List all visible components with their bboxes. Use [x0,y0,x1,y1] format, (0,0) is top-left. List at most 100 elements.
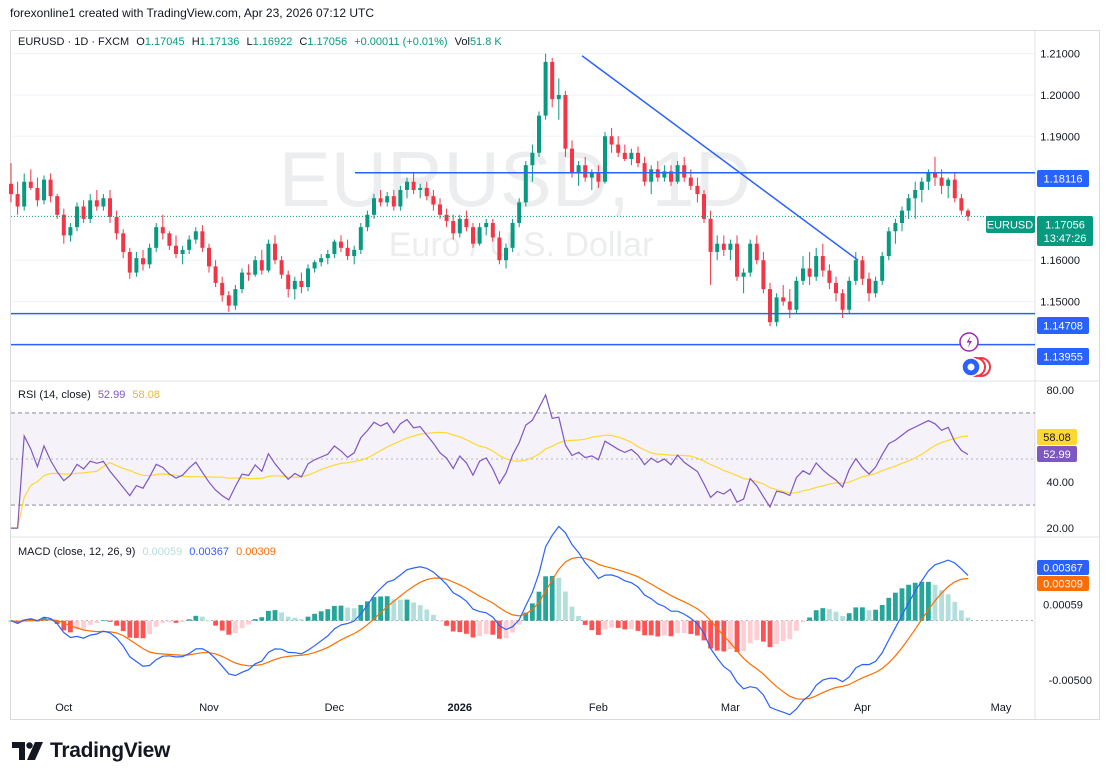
candle-body [332,241,337,255]
macd-histogram-bar [358,604,364,621]
candle-body [484,223,489,228]
candle-body [761,260,766,290]
macd-label[interactable]: MACD (close, 12, 26, 9) [18,546,136,558]
candle-body [636,152,640,164]
candle-body [504,247,508,261]
macd-histogram-bar [873,609,878,621]
macd-histogram-bar [523,612,529,621]
macd-histogram-bar [820,608,826,621]
macd-histogram-bar [101,620,106,622]
macd-histogram-bar [945,594,951,621]
candle-body [352,249,357,257]
macd-histogram-bar [338,605,344,621]
candle-body [127,251,132,273]
candle-body [114,216,119,234]
macd-histogram-bar [193,615,199,621]
candle-body [385,196,390,203]
macd-histogram-bar [879,604,885,621]
macd-histogram-bar [734,620,740,652]
candle-body [68,227,73,236]
candle-body [906,198,911,211]
candle-body [748,243,753,273]
drawings[interactable] [11,55,1035,346]
macd-histogram-bar [899,588,905,621]
watermark-name: Euro / U.S. Dollar [389,226,654,264]
current-symbol-label: EURUSD [987,220,1034,232]
macd-histogram-bar [61,620,67,631]
macd-histogram-bar [160,620,166,623]
macd-histogram-bar [952,601,958,621]
macd-tick-label: -0.00500 [1049,675,1092,687]
candle-body [411,181,416,190]
candle-body [108,198,112,217]
macd-histogram-bar [622,620,628,630]
time-tick-label: 2026 [448,702,472,714]
macd-histogram-bar [365,601,370,621]
rsi-label[interactable]: RSI (14, close) [18,389,91,401]
candle-body [61,214,66,236]
macd-histogram-bar [173,620,179,623]
macd-histogram-bar [774,620,779,645]
candle-body [273,243,277,261]
event-markers[interactable] [959,332,991,377]
macd-histogram-bar [741,620,746,652]
axis-tags: 1.18116 EURUSD 1.17056 13:47:26 1.14708 … [986,170,1093,612]
candle-body [42,179,46,201]
macd-histogram-bar [827,609,832,621]
macd-signal-tag-value: 0.00309 [1043,579,1083,591]
bar-countdown: 13:47:26 [1044,233,1087,245]
candle-body [616,144,621,153]
candle-body [233,289,238,306]
candle-body [220,282,225,296]
level-mid-tag: 1.14708 [1037,317,1089,334]
price-tick-label: 1.20000 [1040,90,1080,102]
candle-body [781,297,786,302]
macd-histogram-bar [530,603,535,621]
macd-histogram-bar [714,620,720,651]
macd-histogram-bar [345,607,350,621]
candle-body [715,243,720,252]
time-tick-label: Apr [854,702,871,714]
macd-histogram-bar [431,614,436,621]
macd-histogram-bar [266,610,271,621]
candle-body [444,214,449,221]
candle-body [834,282,838,294]
macd-histogram-bar [424,609,430,621]
candle-body [919,181,924,190]
macd-histogram-bar [688,620,694,634]
macd-signal-value: 0.00309 [236,546,276,558]
symbol-legend: EURUSD · 1D · FXCM O1.17045 H1.17136 L1.… [18,36,506,48]
time-tick-label: Mar [721,702,740,714]
open-value: 1.17045 [144,36,185,48]
candle-body [471,227,475,244]
macd-histogram-bar [292,617,298,621]
candle-body [873,280,878,294]
macd-histogram-bar [299,619,304,621]
macd-histogram-bar [609,620,614,628]
rsi-value-tag: 52.99 [1037,446,1077,462]
candle-body [207,247,211,267]
macd-histogram-bar [761,620,766,642]
low-label: L [246,36,253,48]
symbol-name[interactable]: EURUSD · 1D · FXCM [18,36,130,48]
candle-body [306,268,310,288]
candle-body [339,241,343,248]
macd-histogram-bar [543,576,548,621]
candle-body [966,210,970,217]
macd-hist-tag-value: 0.00059 [1043,600,1083,612]
time-axis: Oct Nov Dec 2026 Feb Mar Apr May [55,702,1012,714]
watermark-ticker: EURUSD, 1D [279,135,751,223]
candle-body [847,280,852,310]
candle-body [200,231,205,248]
candle-body [933,173,937,178]
macd-histogram-bar [325,609,331,621]
tradingview-logo[interactable]: TradingView [12,738,170,764]
level-mid-value: 1.14708 [1043,321,1083,333]
low-value: 1.16922 [252,36,293,48]
macd-histogram-bar [516,620,522,625]
macd-histogram-bar [497,620,502,639]
candle-body [246,272,251,275]
macd-histogram-bar [959,610,964,621]
macd-histogram-bar [813,610,819,621]
